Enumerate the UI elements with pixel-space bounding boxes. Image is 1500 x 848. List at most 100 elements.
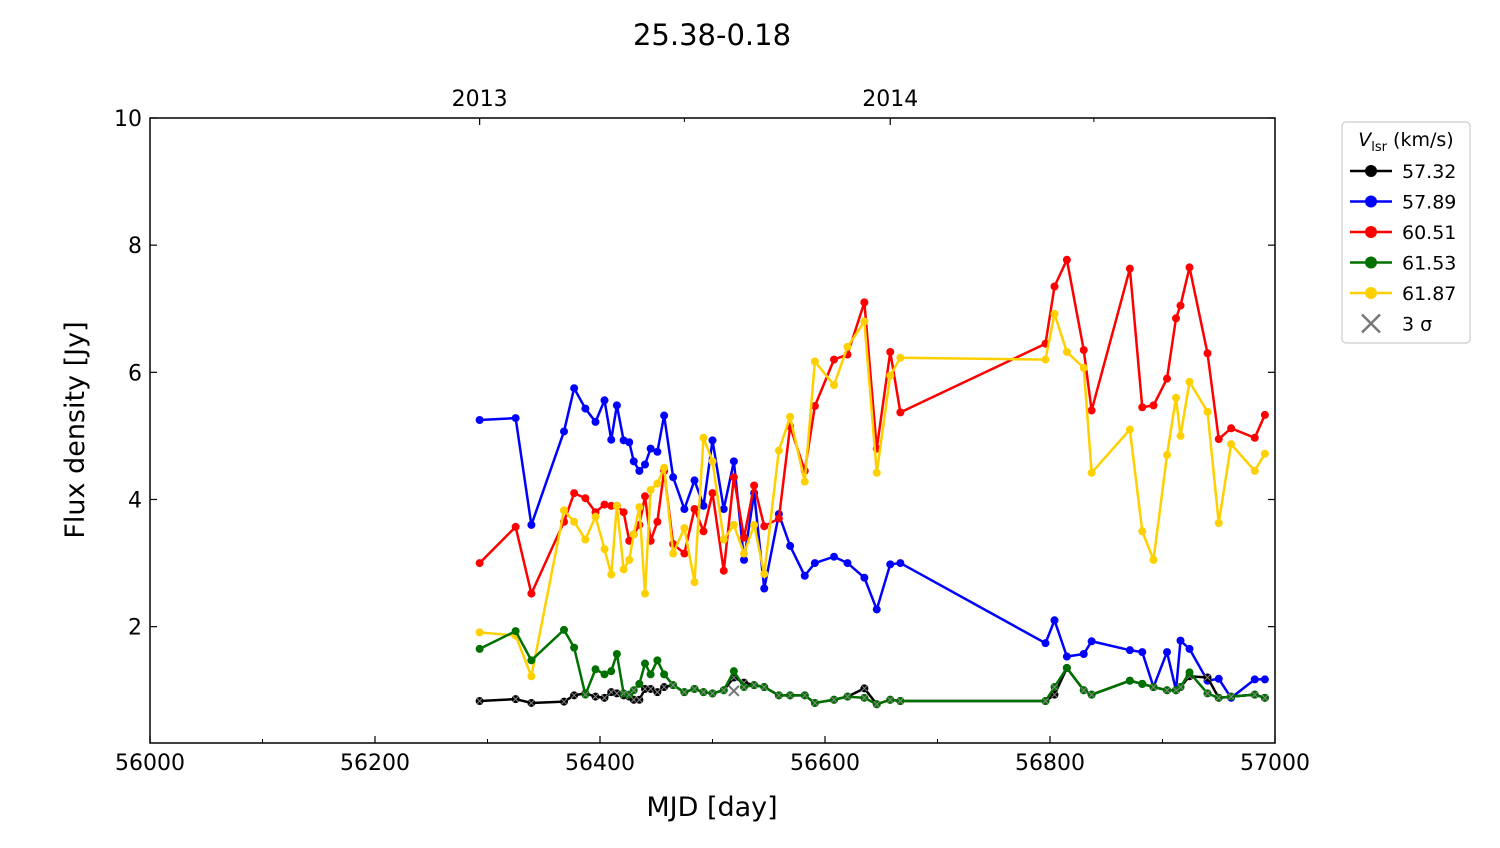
three-sigma-marker-stroke — [1080, 686, 1088, 694]
data-point — [699, 527, 708, 536]
top-tick-label: 2014 — [862, 87, 918, 112]
data-point — [1214, 674, 1223, 683]
data-point — [475, 416, 484, 425]
three-sigma-marker — [1215, 694, 1223, 702]
three-sigma-marker — [760, 683, 768, 691]
three-sigma-marker-stroke — [1163, 686, 1171, 694]
data-point — [581, 404, 590, 413]
data-point — [1138, 527, 1147, 536]
data-point — [740, 549, 748, 558]
three-sigma-marker-stroke — [641, 685, 649, 693]
three-sigma-marker-stroke — [660, 683, 668, 691]
legend-box — [1341, 121, 1471, 344]
legend-label: 61.53 — [1402, 253, 1456, 275]
three-sigma-marker-stroke — [570, 691, 578, 699]
data-point — [600, 545, 609, 554]
data-point — [653, 656, 662, 665]
data-point — [475, 628, 484, 637]
data-point — [527, 520, 536, 529]
data-point — [872, 468, 881, 477]
data-point — [1172, 314, 1180, 323]
data-point — [591, 512, 600, 521]
three-sigma-marker — [512, 695, 519, 703]
three-sigma-marker-stroke — [681, 688, 688, 696]
data-point — [1138, 403, 1147, 412]
legend-label: 57.89 — [1402, 192, 1456, 214]
three-sigma-marker-stroke — [750, 681, 758, 689]
data-point — [625, 555, 634, 564]
data-point — [1176, 431, 1185, 440]
data-point — [1185, 668, 1194, 677]
data-point — [843, 342, 852, 351]
data-point — [1050, 282, 1059, 291]
three-sigma-marker — [1204, 690, 1211, 697]
data-point — [1214, 435, 1223, 444]
three-sigma-marker — [1150, 683, 1157, 691]
three-sigma-marker-stroke — [830, 696, 838, 704]
three-sigma-marker — [560, 698, 568, 706]
three-sigma-marker — [1080, 686, 1088, 694]
three-sigma-marker — [1163, 686, 1171, 694]
y-tick-label: 4 — [128, 488, 142, 513]
data-point — [1050, 309, 1059, 318]
data-point — [719, 535, 728, 544]
data-point — [1185, 644, 1194, 653]
data-point — [1176, 301, 1185, 310]
data-point — [830, 552, 838, 561]
legend-marker — [1365, 226, 1377, 238]
three-sigma-marker-stroke — [607, 688, 615, 696]
data-point — [1125, 646, 1134, 655]
data-point — [570, 489, 579, 498]
three-sigma-marker — [720, 686, 728, 694]
data-point — [581, 535, 590, 544]
data-point — [560, 625, 568, 634]
data-point — [1185, 377, 1194, 386]
data-point — [729, 473, 738, 482]
three-sigma-marker-stroke — [844, 693, 851, 700]
three-sigma-marker — [630, 686, 638, 694]
data-point — [786, 412, 795, 421]
data-point — [1062, 663, 1071, 672]
data-point — [774, 514, 783, 523]
data-point — [660, 463, 669, 472]
three-sigma-marker — [740, 683, 748, 691]
data-point — [896, 408, 905, 417]
legend-marker — [1365, 165, 1377, 177]
legend-three-sigma-icon — [1361, 313, 1381, 334]
three-sigma-marker-stroke — [1051, 691, 1058, 699]
three-sigma-marker-stroke — [560, 698, 568, 706]
data-point — [646, 670, 655, 679]
data-point — [560, 506, 568, 515]
data-point — [886, 560, 895, 569]
data-point — [1062, 347, 1071, 356]
three-sigma-marker — [592, 693, 599, 700]
data-point — [1050, 616, 1059, 625]
data-point — [1138, 648, 1147, 657]
data-point — [527, 589, 536, 598]
data-point — [1149, 555, 1158, 564]
three-sigma-marker-stroke — [1215, 694, 1223, 702]
data-point — [560, 427, 568, 436]
three-sigma-marker-stroke — [709, 690, 716, 697]
three-sigma-marker — [1204, 674, 1211, 681]
data-point — [581, 494, 590, 503]
three-sigma-marker-stroke — [630, 686, 638, 694]
three-sigma-marker-stroke — [1204, 674, 1211, 681]
three-sigma-marker-stroke — [1204, 690, 1211, 697]
data-point — [1138, 679, 1147, 688]
data-point — [591, 417, 600, 426]
data-point — [591, 665, 600, 674]
three-sigma-marker-stroke — [476, 697, 483, 705]
data-point — [719, 505, 728, 514]
three-sigma-marker — [582, 691, 589, 699]
data-point — [570, 643, 579, 652]
data-point — [635, 679, 644, 688]
data-point — [1172, 393, 1180, 402]
three-sigma-marker-stroke — [897, 697, 904, 705]
data-point — [600, 396, 609, 405]
data-point — [860, 298, 869, 307]
data-point — [1062, 652, 1071, 661]
legend-label: 3 σ — [1402, 314, 1432, 336]
three-sigma-marker-stroke — [669, 681, 677, 689]
